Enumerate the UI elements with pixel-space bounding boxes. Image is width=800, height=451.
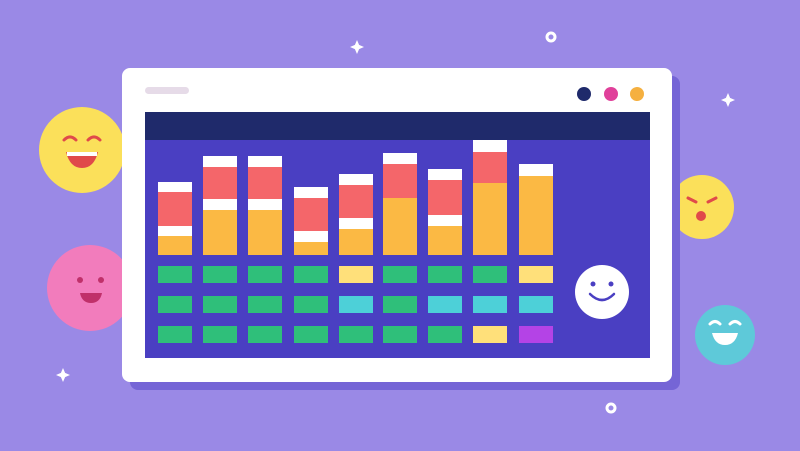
bar-column xyxy=(473,140,507,255)
emoji-left-bottom xyxy=(47,245,133,331)
panel-header xyxy=(145,112,650,140)
emoji-left-top xyxy=(39,107,125,193)
window-dot xyxy=(630,87,644,101)
window-dot xyxy=(577,87,591,101)
sparkle xyxy=(721,93,735,107)
sparkle xyxy=(56,368,70,382)
emoji-right-top xyxy=(670,175,734,239)
ring xyxy=(605,402,617,414)
ring xyxy=(545,31,557,43)
emoji-right-bottom xyxy=(695,305,755,365)
bar-column xyxy=(203,156,237,255)
bar-column xyxy=(428,169,462,255)
window-dot xyxy=(604,87,618,101)
bar-column xyxy=(339,174,373,255)
bar-column xyxy=(248,156,282,255)
panel-smiley xyxy=(575,265,629,319)
cell-grid xyxy=(158,266,553,343)
sparkle xyxy=(350,40,364,54)
address-pill xyxy=(145,87,189,94)
bar-column xyxy=(294,187,328,255)
bar-column xyxy=(519,164,553,255)
bars xyxy=(158,140,553,255)
sparkles xyxy=(56,31,735,414)
bar-column xyxy=(158,182,192,255)
bar-column xyxy=(383,153,417,255)
